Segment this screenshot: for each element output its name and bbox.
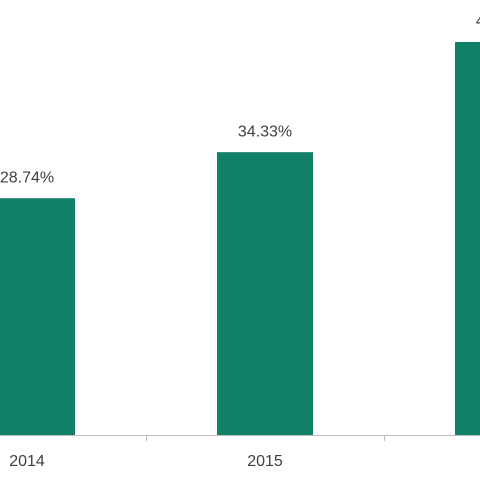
bar — [455, 42, 480, 436]
bar — [217, 152, 313, 436]
x-tick-label: 2015 — [247, 453, 283, 470]
bar — [0, 198, 75, 435]
value-label: 28.74% — [0, 169, 54, 186]
x-tick-label: 2014 — [9, 453, 45, 470]
value-label: 47.70% — [476, 13, 480, 30]
value-label: 34.33% — [238, 123, 292, 140]
